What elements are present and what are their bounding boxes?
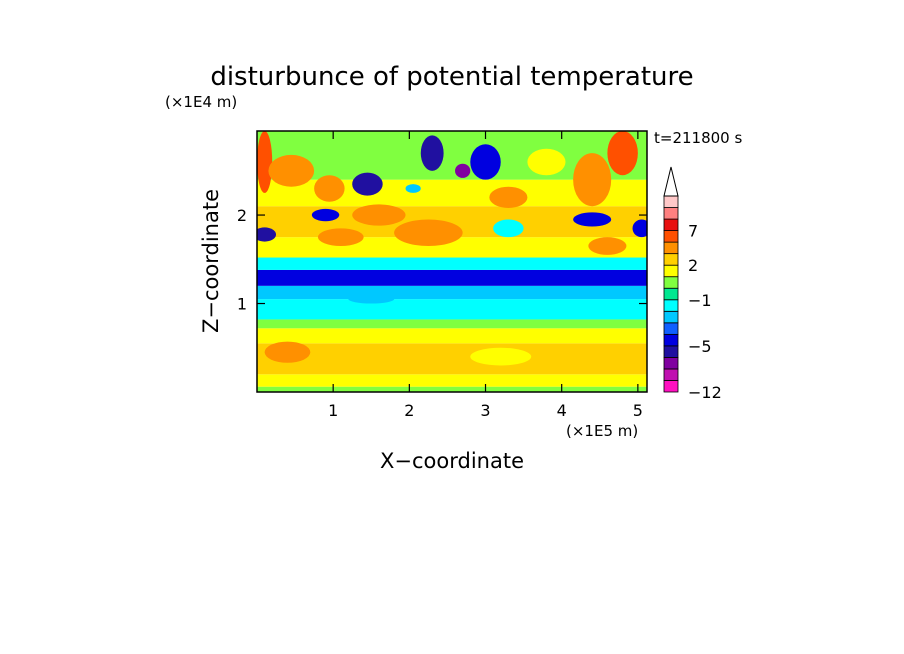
colorbar-swatch <box>663 322 679 335</box>
time-label: t=211800 s <box>654 129 742 147</box>
colorbar-tick-label: −5 <box>688 337 712 356</box>
colorbar-swatch <box>663 207 679 220</box>
colorbar-swatch <box>663 241 679 255</box>
colorbar-swatch <box>663 310 679 324</box>
contour-cell-13 <box>489 186 528 208</box>
y-tick-label: 2 <box>237 206 247 225</box>
contour-band-1 <box>257 374 647 387</box>
contour-cell-12 <box>470 144 501 180</box>
contour-cell-23 <box>264 341 311 363</box>
contour-band-2 <box>257 343 647 375</box>
x-tick-label: 1 <box>328 401 338 420</box>
contour-cell-10 <box>394 219 463 247</box>
y-axis: 12 <box>237 206 647 314</box>
contour-band-7 <box>257 269 647 286</box>
contour-cell-21 <box>348 294 395 304</box>
contour-cell-15 <box>527 148 566 176</box>
colorbar-swatch <box>663 218 679 231</box>
contour-cell-7 <box>317 228 364 247</box>
x-tick-label: 5 <box>633 401 643 420</box>
contour-cell-5 <box>352 172 383 196</box>
contour-cell-18 <box>607 131 638 176</box>
contour-band-0 <box>257 386 647 392</box>
colorbar-swatch <box>663 287 679 301</box>
y-unit-label: (×1E4 m) <box>165 93 237 111</box>
colorbar-swatch <box>663 264 679 278</box>
colorbar-extend-arrow <box>663 166 679 197</box>
x-tick-label: 2 <box>404 401 414 420</box>
colorbar-swatch <box>663 253 679 266</box>
colorbar: −12−5−127 <box>663 166 722 402</box>
contour-cell-19 <box>632 219 647 238</box>
colorbar-swatch <box>663 368 679 381</box>
contour-band-5 <box>257 299 647 320</box>
contour-cell-11 <box>405 184 421 193</box>
y-tick-label: 1 <box>237 295 247 314</box>
y-axis-title: Z−coordinate <box>199 189 223 333</box>
x-tick-label: 4 <box>557 401 567 420</box>
colorbar-swatch <box>663 195 679 208</box>
contour-cell-22 <box>470 347 532 366</box>
contour-cell-20 <box>588 237 627 255</box>
colorbar-tick-label: 7 <box>688 222 698 241</box>
chart-title: disturbunce of potential temperature <box>210 62 693 92</box>
colorbar-tick-label: −1 <box>688 291 712 310</box>
contour-cell-14 <box>493 219 524 238</box>
x-axis-title: X−coordinate <box>380 449 524 473</box>
contour-cell-3 <box>314 175 345 202</box>
contour-cell-8 <box>420 135 444 171</box>
contour-band-8 <box>257 257 647 270</box>
contour-field <box>257 131 647 392</box>
contour-cell-17 <box>573 212 612 227</box>
x-tick-label: 3 <box>480 401 490 420</box>
contour-cell-4 <box>311 208 340 222</box>
colorbar-swatch <box>663 380 679 393</box>
contour-cell-16 <box>573 153 612 207</box>
contour-band-6 <box>257 285 647 300</box>
contour-cell-9 <box>455 163 471 178</box>
contour-cell-0 <box>257 131 273 193</box>
x-unit-label: (×1E5 m) <box>566 422 638 440</box>
contour-cell-1 <box>268 154 315 187</box>
contour-cell-6 <box>352 204 406 226</box>
contour-cell-2 <box>257 227 277 242</box>
contour-band-4 <box>257 319 647 329</box>
contour-band-3 <box>257 328 647 344</box>
colorbar-swatch <box>663 345 679 358</box>
colorbar-swatch <box>663 230 679 243</box>
colorbar-tick-label: −12 <box>688 383 722 402</box>
x-axis: 1 2 3 4 5 <box>328 131 643 420</box>
colorbar-tick-label: 2 <box>688 256 698 275</box>
colorbar-swatch <box>663 299 679 312</box>
colorbar-swatch <box>663 333 679 347</box>
plot-frame <box>256 130 648 393</box>
colorbar-swatch <box>663 276 679 289</box>
colorbar-swatch <box>663 357 679 370</box>
